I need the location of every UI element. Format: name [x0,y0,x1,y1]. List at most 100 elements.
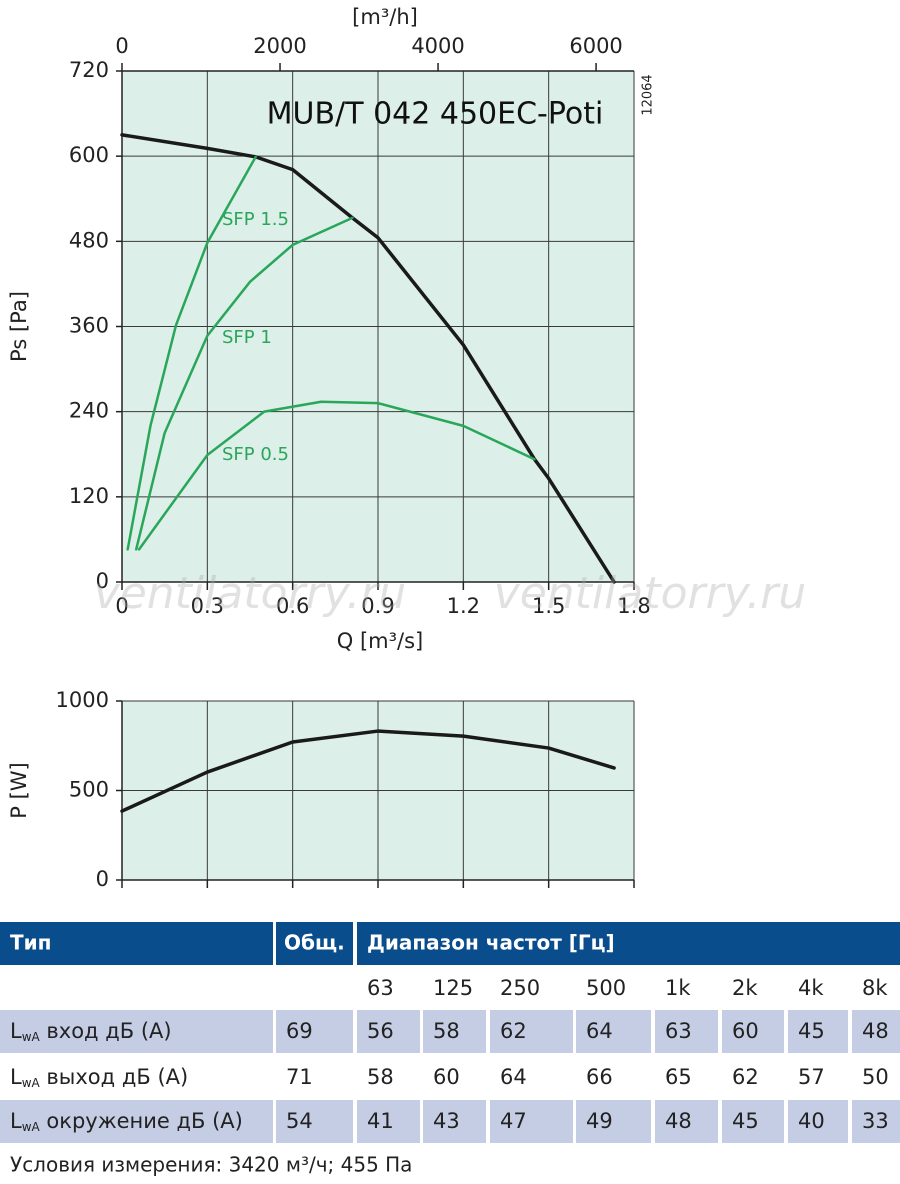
row-value: 60 [732,1019,759,1043]
y-axis-label: P [W] [7,762,31,819]
row-value: 49 [586,1109,613,1133]
row-total: 71 [286,1065,313,1089]
row-value: 65 [665,1065,692,1089]
table-header-bg [357,922,900,965]
row-value: 43 [433,1109,460,1133]
row-label-sub: wA [22,1120,41,1134]
row-value: 33 [862,1109,889,1133]
frequency-label: 250 [500,976,540,1000]
row-value: 40 [798,1109,825,1133]
table-cell-bg [423,1100,486,1143]
table-cell-bg [655,1100,718,1143]
row-value: 48 [862,1019,889,1043]
row-value: 50 [862,1065,889,1089]
watermark: ventilatorry.ru [494,568,807,619]
series-line [134,216,354,551]
y-tick-label: 480 [69,228,109,252]
row-value: 57 [798,1065,825,1089]
x2-tick-label: 6000 [569,34,622,58]
row-value: 64 [586,1019,613,1043]
x-tick-label: 0.3 [191,594,224,618]
row-label: LwA окружение дБ (A) [10,1109,243,1134]
table-cell-bg [852,1010,900,1053]
row-value: 47 [500,1109,527,1133]
frequency-label: 4k [798,976,824,1000]
row-value: 41 [367,1109,394,1133]
y-tick-label: 0 [96,867,109,891]
x-tick-label: 1.2 [447,594,480,618]
row-total: 69 [286,1019,313,1043]
row-value: 58 [367,1065,394,1089]
table-cell-bg [357,1100,420,1143]
chart-title: MUB/T 042 450EC-Poti [267,97,604,132]
row-value: 60 [433,1065,460,1089]
y-axis-label: Ps [Pa] [7,291,31,362]
y-tick-label: 360 [69,314,109,338]
y-tick-label: 240 [69,399,109,423]
table-cell-bg [0,1100,273,1143]
row-value: 56 [367,1019,394,1043]
footnote: Условия измерения: 3420 м³/ч; 455 Па [10,1153,412,1177]
table-cell-bg [852,1100,900,1143]
row-label-text: окружение дБ (A) [40,1109,243,1133]
frequency-label: 125 [433,976,473,1000]
table-cell-bg [276,1010,353,1053]
table-header: Тип [10,931,51,955]
table-cell-bg [0,1010,273,1053]
row-label-sub: wA [22,1030,41,1044]
table-cell-bg [722,1100,784,1143]
y-tick-label: 120 [69,484,109,508]
row-value: 63 [665,1019,692,1043]
table-cell-bg [722,1010,784,1053]
table-cell-bg [655,1010,718,1053]
row-value: 58 [433,1019,460,1043]
row-value: 64 [500,1065,527,1089]
table-cell-bg [423,1010,486,1053]
series-label: SFP 1 [222,327,272,348]
table-cell-bg [276,1100,353,1143]
table-cell-bg [576,1100,651,1143]
x2-tick-label: 2000 [253,34,306,58]
table-cell-bg [490,1010,573,1053]
frequency-label: 1k [665,976,691,1000]
x-tick-label: 1.8 [617,594,650,618]
table-header-bg [0,922,273,965]
table-header-bg [276,922,353,965]
row-label-main: L [10,1019,22,1043]
row-label-sub: wA [22,1076,41,1090]
row-value: 66 [586,1065,613,1089]
y-tick-label: 500 [69,778,109,802]
series-line [120,729,616,813]
frequency-label: 2k [732,976,758,1000]
frequency-label: 500 [586,976,626,1000]
series-line [126,155,257,551]
y-tick-label: 600 [69,143,109,167]
row-label: LwA вход дБ (A) [10,1019,172,1044]
frequency-label: 8k [862,976,888,1000]
table-cell-bg [490,1100,573,1143]
series-line [120,133,616,584]
frequency-label: 63 [367,976,394,1000]
x-axis-label: Q [m³/s] [337,629,423,653]
row-value: 62 [500,1019,527,1043]
row-label-main: L [10,1109,22,1133]
table-cell-bg [357,1010,420,1053]
table-header: Общ. [284,931,345,955]
row-label: LwA выход дБ (A) [10,1065,188,1090]
row-value: 45 [798,1019,825,1043]
x2-axis-label: [m³/h] [352,5,418,29]
series-label: SFP 1.5 [222,209,289,230]
x-tick-label: 0.6 [276,594,309,618]
table-cell-bg [788,1100,848,1143]
row-label-text: вход дБ (A) [40,1019,172,1043]
row-label-main: L [10,1065,22,1089]
chart-code: 12064 [641,74,656,115]
table-cell-bg [788,1010,848,1053]
watermark: ventilatorry.ru [94,568,407,619]
table-cell-bg [576,1010,651,1053]
row-value: 45 [732,1109,759,1133]
y-tick-label: 0 [96,569,109,593]
x-tick-label: 1.5 [532,594,565,618]
